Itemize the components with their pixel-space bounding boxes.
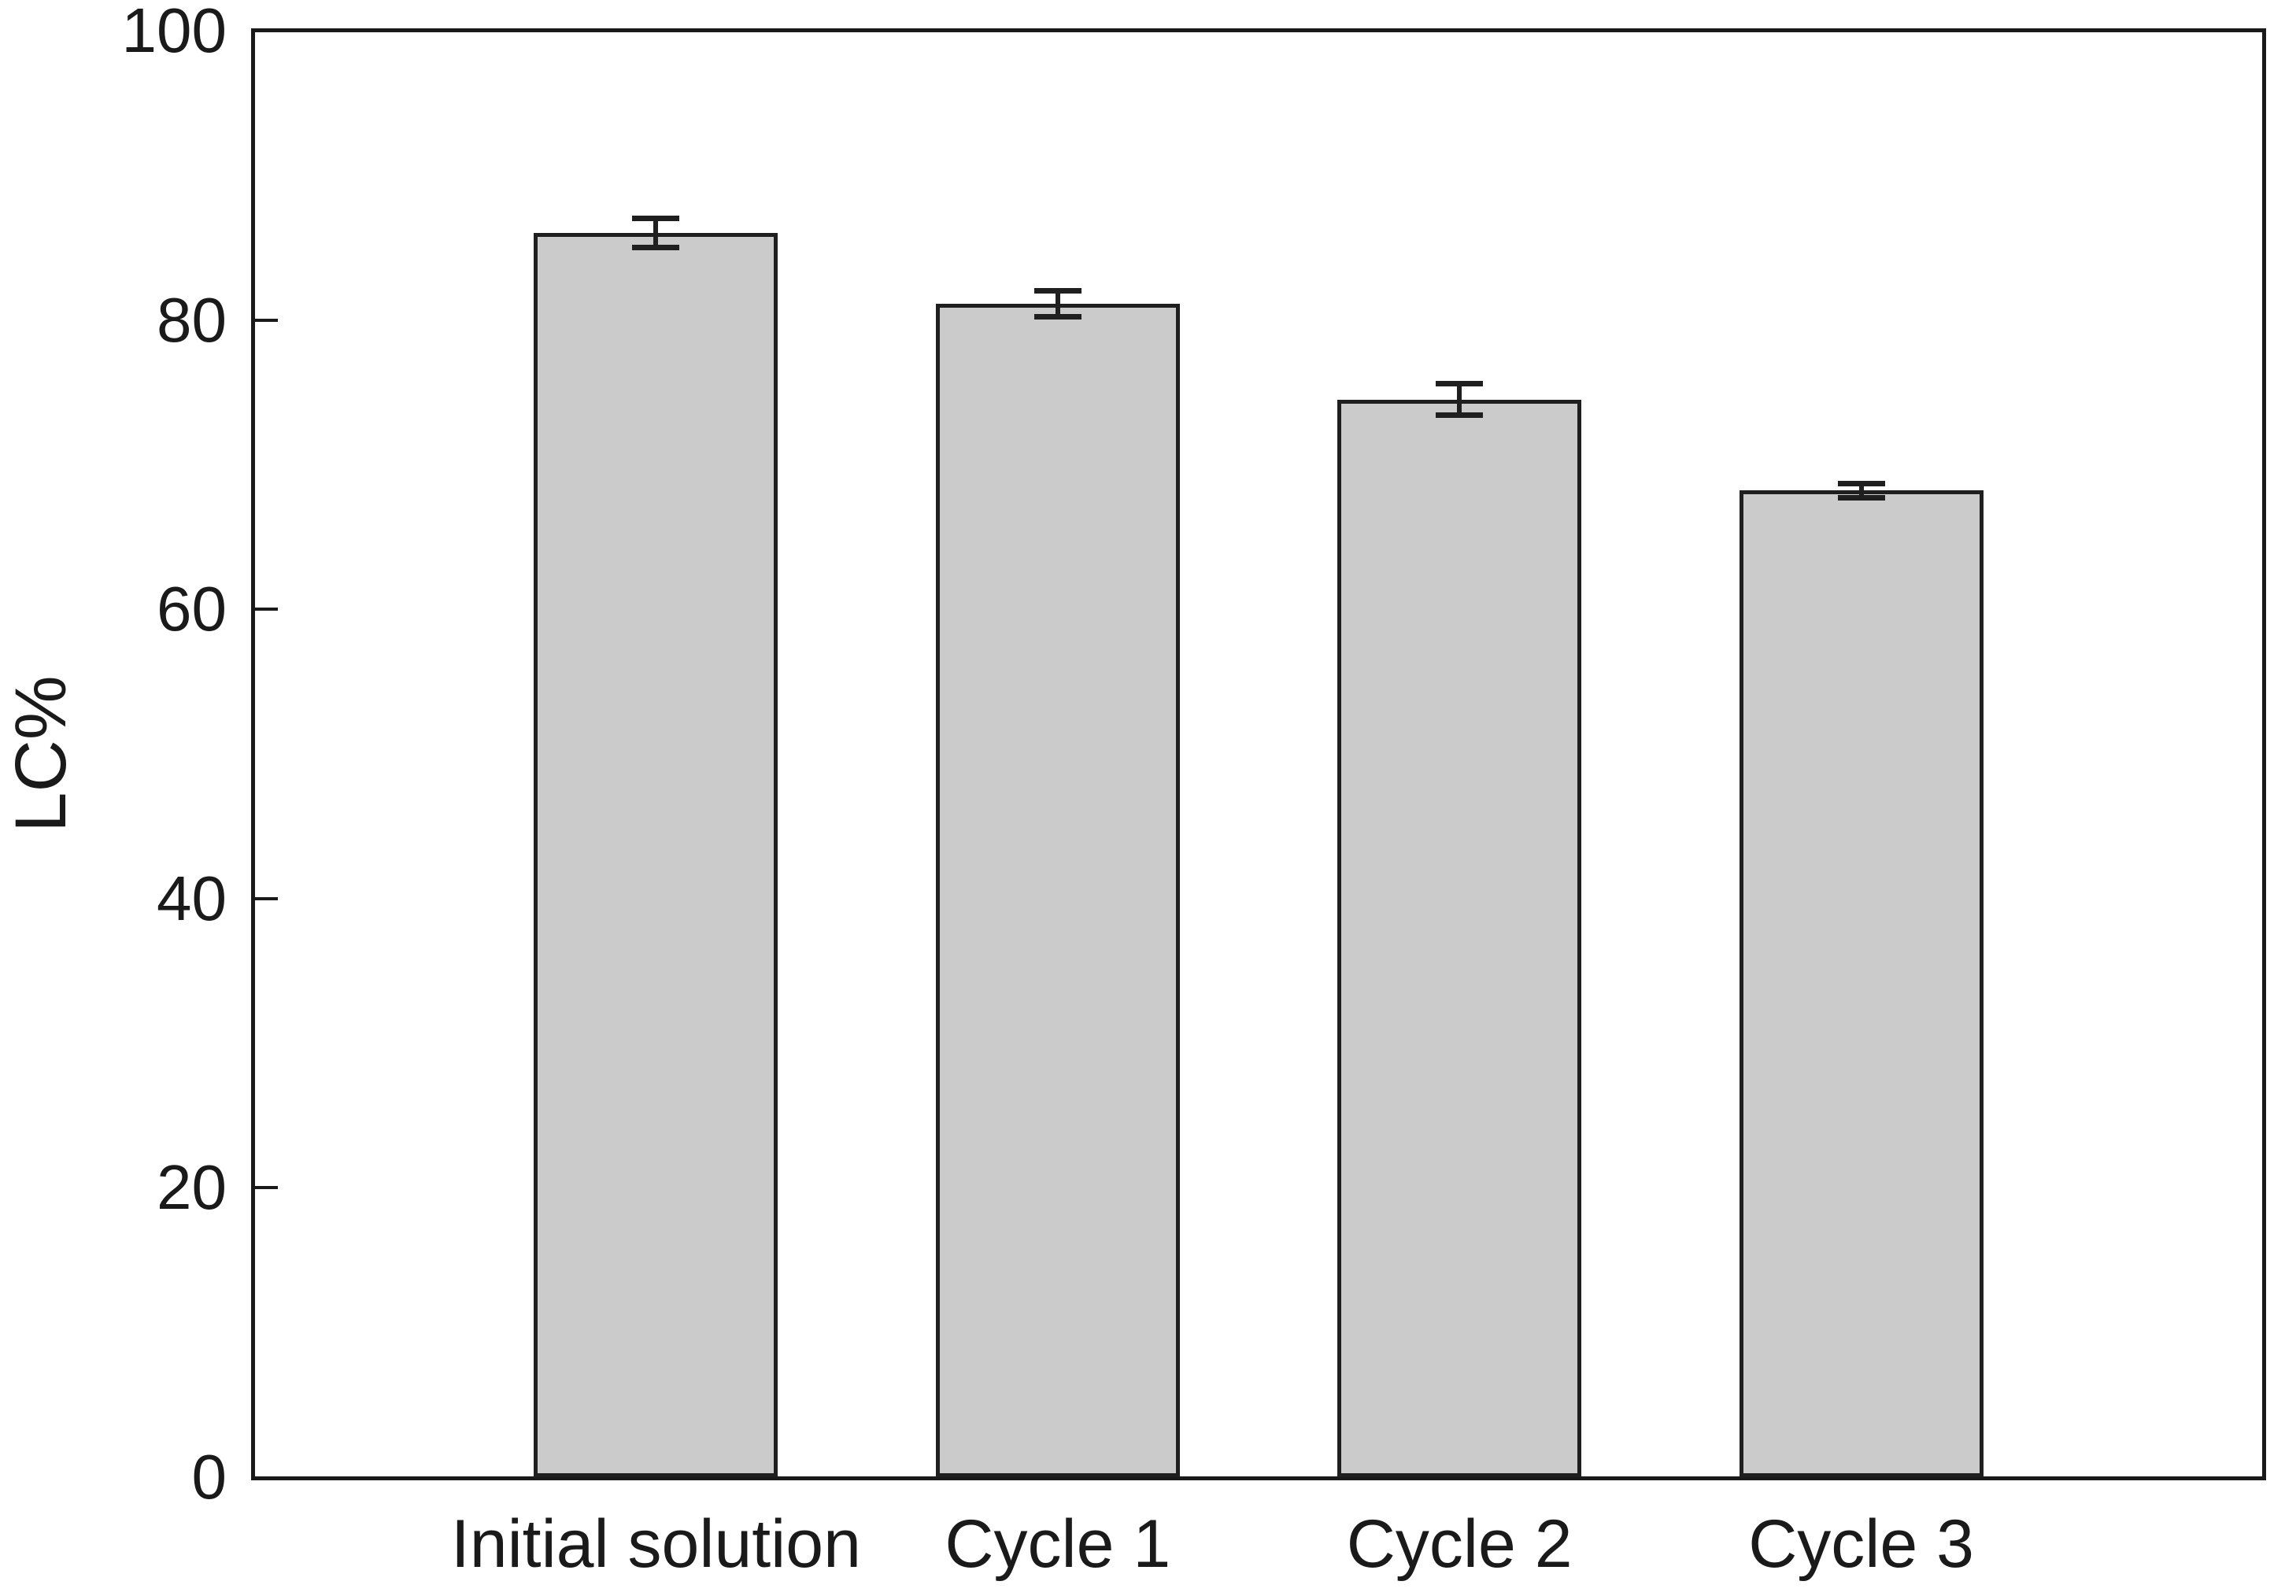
error-bar-cap-bottom xyxy=(1837,495,1885,501)
error-bar-stem xyxy=(1858,483,1864,498)
y-tick xyxy=(254,318,278,322)
y-tick xyxy=(254,896,278,900)
y-tick-label: 100 xyxy=(121,0,227,65)
y-tick-label: 40 xyxy=(157,863,227,933)
y-tick-label: 80 xyxy=(157,284,227,355)
error-bar-stem xyxy=(1457,383,1462,416)
plot-area xyxy=(251,28,2266,1480)
y-tick-label: 0 xyxy=(191,1442,227,1512)
x-category-label: Cycle 2 xyxy=(1346,1506,1573,1582)
error-bar-cap-bottom xyxy=(1436,412,1484,419)
y-tick-label: 20 xyxy=(157,1152,227,1223)
bar xyxy=(935,304,1180,1477)
error-bar-stem xyxy=(1055,290,1060,317)
error-bar-cap-bottom xyxy=(632,245,680,251)
bar xyxy=(1739,490,1984,1477)
y-tick xyxy=(254,608,278,611)
error-bar-cap-top xyxy=(1436,380,1484,386)
error-bar-cap-bottom xyxy=(1033,314,1081,320)
x-category-label: Cycle 1 xyxy=(945,1506,1171,1582)
x-category-label: Cycle 3 xyxy=(1748,1506,1974,1582)
error-bar-cap-top xyxy=(632,216,680,222)
bar xyxy=(534,233,778,1477)
error-bar-cap-top xyxy=(1837,480,1885,486)
y-tick-label: 60 xyxy=(157,574,227,645)
y-tick xyxy=(254,1186,278,1190)
bar xyxy=(1337,399,1582,1477)
error-bar-stem xyxy=(653,218,659,248)
error-bar-cap-top xyxy=(1033,288,1081,294)
x-category-label: Initial solution xyxy=(450,1506,861,1582)
